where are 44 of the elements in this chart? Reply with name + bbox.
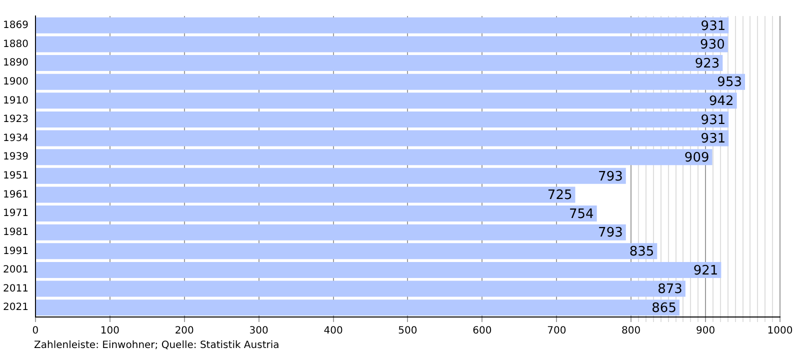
x-tick-label: 1000 [767,326,793,337]
data-label: 931 [700,18,726,34]
data-label: 909 [684,150,710,166]
y-tick-label: 1934 [2,132,28,144]
y-tick-label: 1981 [2,226,28,238]
data-label: 942 [708,94,734,110]
y-tick-label: 1880 [2,38,28,50]
y-tick-label: 1869 [2,20,28,31]
y-tick-label: 1900 [2,76,28,88]
y-tick-label: 1939 [2,152,28,163]
data-label: 793 [598,169,623,184]
data-label: 873 [658,282,682,298]
data-label: 921 [693,263,718,278]
data-label: 923 [694,56,720,72]
x-tick-label: 600 [472,326,492,337]
x-tick-label: 500 [398,326,418,337]
x-tick-label: 900 [696,326,716,337]
y-tick-label: 2001 [2,264,28,276]
data-label: 865 [652,300,676,316]
data-label: 931 [700,112,726,128]
text: Zahlenleiste: Einwohner; Quelle: Statistik Austria [34,340,280,351]
y-tick-label: 1961 [2,189,28,200]
x-tick-label: 400 [324,326,343,337]
x-tick-label: 0 [32,326,39,337]
data-label: 793 [598,226,623,241]
data-label: 835 [629,244,654,260]
y-tick-label: 2021 [2,302,28,314]
y-tick-label: 1971 [2,208,28,220]
x-tick-label: 100 [100,326,120,337]
data-label: 931 [700,132,726,147]
x-tick-label: 300 [249,326,268,337]
x-tick-label: 700 [547,326,566,337]
x-tick-label: 800 [622,326,641,337]
y-tick-label: 2011 [2,283,28,294]
data-label: 754 [569,206,594,222]
x-tick-label: 200 [174,326,194,337]
y-tick-label: 1923 [2,114,28,126]
y-tick-label: 1890 [2,58,28,69]
data-label: 725 [547,188,572,204]
data-label: 953 [717,75,742,90]
y-tick-label: 1991 [2,246,28,257]
y-tick-label: 1951 [2,170,28,182]
data-label: 930 [700,38,725,53]
y-tick-label: 1910 [2,95,28,106]
